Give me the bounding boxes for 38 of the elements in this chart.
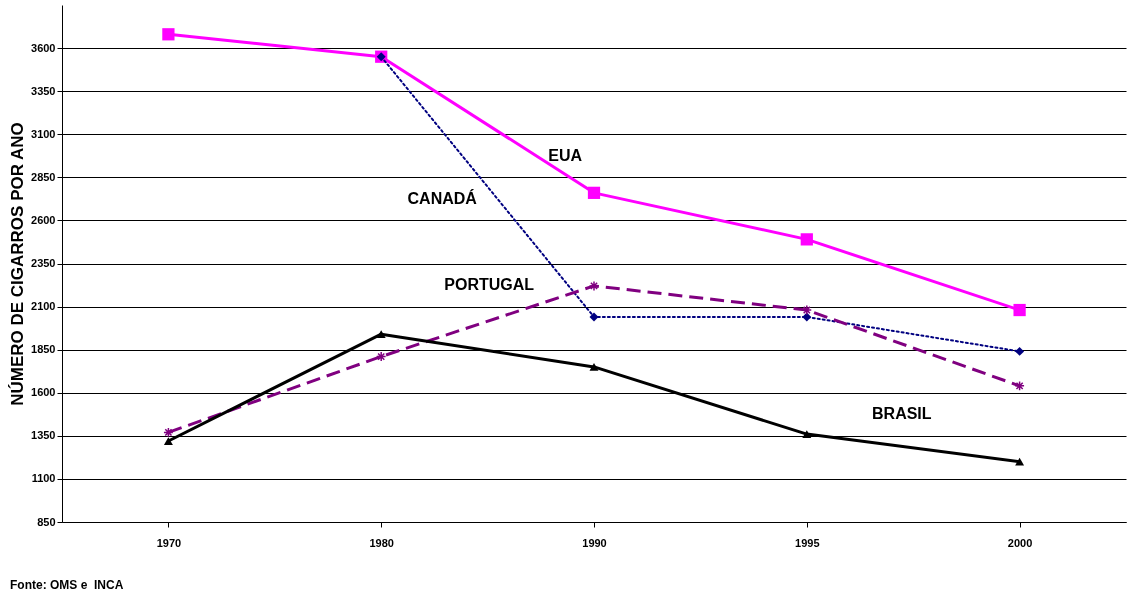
point (163, 437, 173, 445)
point (375, 351, 387, 362)
y-tick-label: 2100 (31, 300, 56, 313)
x-tick-label: 2000 (1007, 536, 1033, 549)
y-tick-label: 3100 (31, 127, 56, 140)
series-label: CANADÁ (407, 188, 478, 207)
y-tick-label: 1850 (31, 343, 56, 356)
point (589, 312, 599, 322)
point (802, 430, 812, 438)
series-label: BRASIL (872, 405, 932, 423)
point (588, 280, 600, 292)
y-tick-label: 1600 (31, 386, 56, 399)
y-tick-label: 1350 (31, 429, 56, 442)
point (587, 186, 601, 199)
point (1013, 303, 1026, 317)
y-tick-label: 3350 (31, 84, 56, 97)
series-label: EUA (548, 146, 583, 164)
x-tick-label: 1990 (582, 536, 607, 549)
x-tick-label: 1970 (156, 536, 182, 549)
y-tick-label: 850 (37, 515, 56, 528)
point (163, 427, 174, 438)
x-tick-label: 1995 (795, 536, 820, 549)
series-label: PORTUGAL (444, 276, 535, 294)
x-tick-label: 1980 (369, 536, 394, 549)
point (162, 28, 175, 41)
y-tick-label: 3600 (31, 41, 56, 54)
y-tick-label: 2850 (31, 170, 56, 183)
source-note: Fonte: OMS e INCA (10, 578, 124, 592)
point (589, 363, 599, 371)
point (376, 330, 386, 339)
y-tick-label: 1100 (31, 472, 56, 485)
y-tick-label: 2350 (31, 257, 56, 269)
point (1015, 457, 1025, 466)
point (1014, 380, 1025, 392)
y-axis-title: NÚMERO DE CIGARROS POR ANO (8, 122, 28, 406)
point (800, 233, 813, 246)
y-tick-label: 2600 (31, 213, 56, 226)
point (1015, 346, 1025, 356)
